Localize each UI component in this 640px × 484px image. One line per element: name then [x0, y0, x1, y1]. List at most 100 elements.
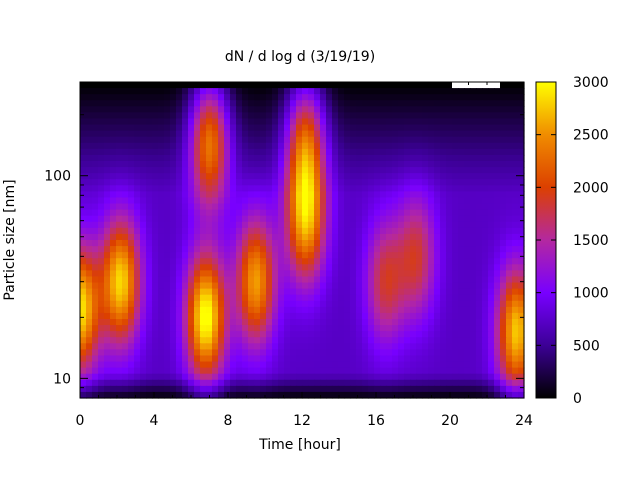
heatmap-cell	[368, 367, 375, 375]
heatmap-cell	[446, 367, 453, 375]
heatmap-cell	[122, 391, 129, 399]
heatmap-cell	[500, 191, 507, 199]
heatmap-cell	[110, 331, 117, 338]
heatmap-cell	[512, 142, 519, 150]
heatmap-cell	[116, 191, 123, 199]
heatmap-cell	[140, 264, 147, 271]
heatmap-cell	[488, 240, 495, 247]
heatmap-cell	[500, 379, 507, 387]
heatmap-cell	[278, 264, 285, 271]
heatmap-cell	[380, 82, 387, 89]
heatmap-cell	[518, 130, 525, 138]
heatmap-cell	[278, 191, 285, 199]
heatmap-cell	[446, 306, 453, 314]
heatmap-cell	[284, 282, 291, 290]
heatmap-cell	[518, 118, 525, 126]
heatmap-cell	[146, 312, 153, 320]
heatmap-cell	[200, 88, 207, 95]
heatmap-cell	[98, 270, 105, 278]
heatmap-cell	[200, 227, 207, 235]
heatmap-cell	[362, 379, 369, 387]
heatmap-cell	[332, 240, 339, 247]
heatmap-cell	[458, 246, 465, 253]
heatmap-cell	[428, 215, 435, 223]
heatmap-cell	[512, 154, 519, 162]
heatmap-cell	[122, 130, 129, 138]
heatmap-cell	[182, 300, 189, 308]
heatmap-cell	[416, 264, 423, 271]
heatmap-cell	[500, 337, 507, 344]
heatmap-cell	[350, 240, 357, 247]
heatmap-cell	[416, 379, 423, 387]
heatmap-cell	[386, 240, 393, 247]
heatmap-cell	[308, 154, 315, 162]
heatmap-cell	[296, 331, 303, 338]
heatmap-cell	[80, 337, 87, 344]
heatmap-cell	[488, 82, 495, 89]
heatmap-cell	[338, 288, 345, 296]
heatmap-cell	[230, 221, 237, 229]
heatmap-cell	[308, 264, 315, 271]
heatmap-cell	[374, 161, 381, 168]
heatmap-cell	[86, 173, 93, 180]
heatmap-cell	[374, 294, 381, 302]
heatmap-cell	[446, 82, 453, 89]
heatmap-cell	[206, 367, 213, 375]
heatmap-cell	[200, 112, 207, 120]
heatmap-cell	[242, 167, 249, 174]
heatmap-cell	[152, 349, 159, 357]
heatmap-cell	[92, 106, 99, 113]
heatmap-cell	[98, 319, 105, 326]
heatmap-cell	[254, 179, 261, 186]
heatmap-cell	[236, 367, 243, 375]
heatmap-cell	[296, 161, 303, 168]
heatmap-cell	[152, 94, 159, 101]
heatmap-cell	[434, 252, 441, 259]
heatmap-cell	[128, 179, 135, 186]
heatmap-cell	[266, 337, 273, 344]
heatmap-cell	[350, 88, 357, 95]
heatmap-cell	[116, 385, 123, 393]
heatmap-cell	[494, 112, 501, 120]
heatmap-cell	[116, 136, 123, 144]
heatmap-cell	[236, 167, 243, 174]
heatmap-cell	[416, 246, 423, 253]
heatmap-cell	[446, 319, 453, 326]
heatmap-cell	[512, 367, 519, 375]
heatmap-cell	[512, 270, 519, 278]
heatmap-cell	[212, 167, 219, 174]
heatmap-cell	[404, 209, 411, 217]
heatmap-cell	[266, 215, 273, 223]
heatmap-cell	[236, 312, 243, 320]
heatmap-cell	[170, 252, 177, 259]
heatmap-cell	[518, 82, 525, 89]
heatmap-cell	[494, 270, 501, 278]
heatmap-cell	[104, 312, 111, 320]
heatmap-cell	[284, 94, 291, 101]
heatmap-cell	[200, 154, 207, 162]
heatmap-cell	[230, 367, 237, 375]
heatmap-cell	[356, 331, 363, 338]
heatmap-cell	[350, 312, 357, 320]
heatmap-cell	[458, 130, 465, 138]
heatmap-cell	[290, 167, 297, 174]
heatmap-cell	[374, 94, 381, 101]
heatmap-cell	[104, 385, 111, 393]
heatmap-cell	[446, 246, 453, 253]
heatmap-cell	[434, 209, 441, 217]
heatmap-cell	[152, 367, 159, 375]
heatmap-cell	[146, 197, 153, 205]
heatmap-cell	[272, 82, 279, 89]
heatmap-cell	[176, 209, 183, 217]
heatmap-cell	[218, 203, 225, 211]
heatmap-cell	[176, 391, 183, 399]
heatmap-cell	[362, 191, 369, 199]
heatmap-cell	[422, 349, 429, 357]
heatmap-cell	[248, 94, 255, 101]
heatmap-cell	[302, 252, 309, 259]
heatmap-cell	[458, 179, 465, 186]
heatmap-cell	[254, 124, 261, 132]
heatmap-cell	[320, 215, 327, 223]
heatmap-cell	[200, 325, 207, 332]
heatmap-cell	[320, 221, 327, 229]
